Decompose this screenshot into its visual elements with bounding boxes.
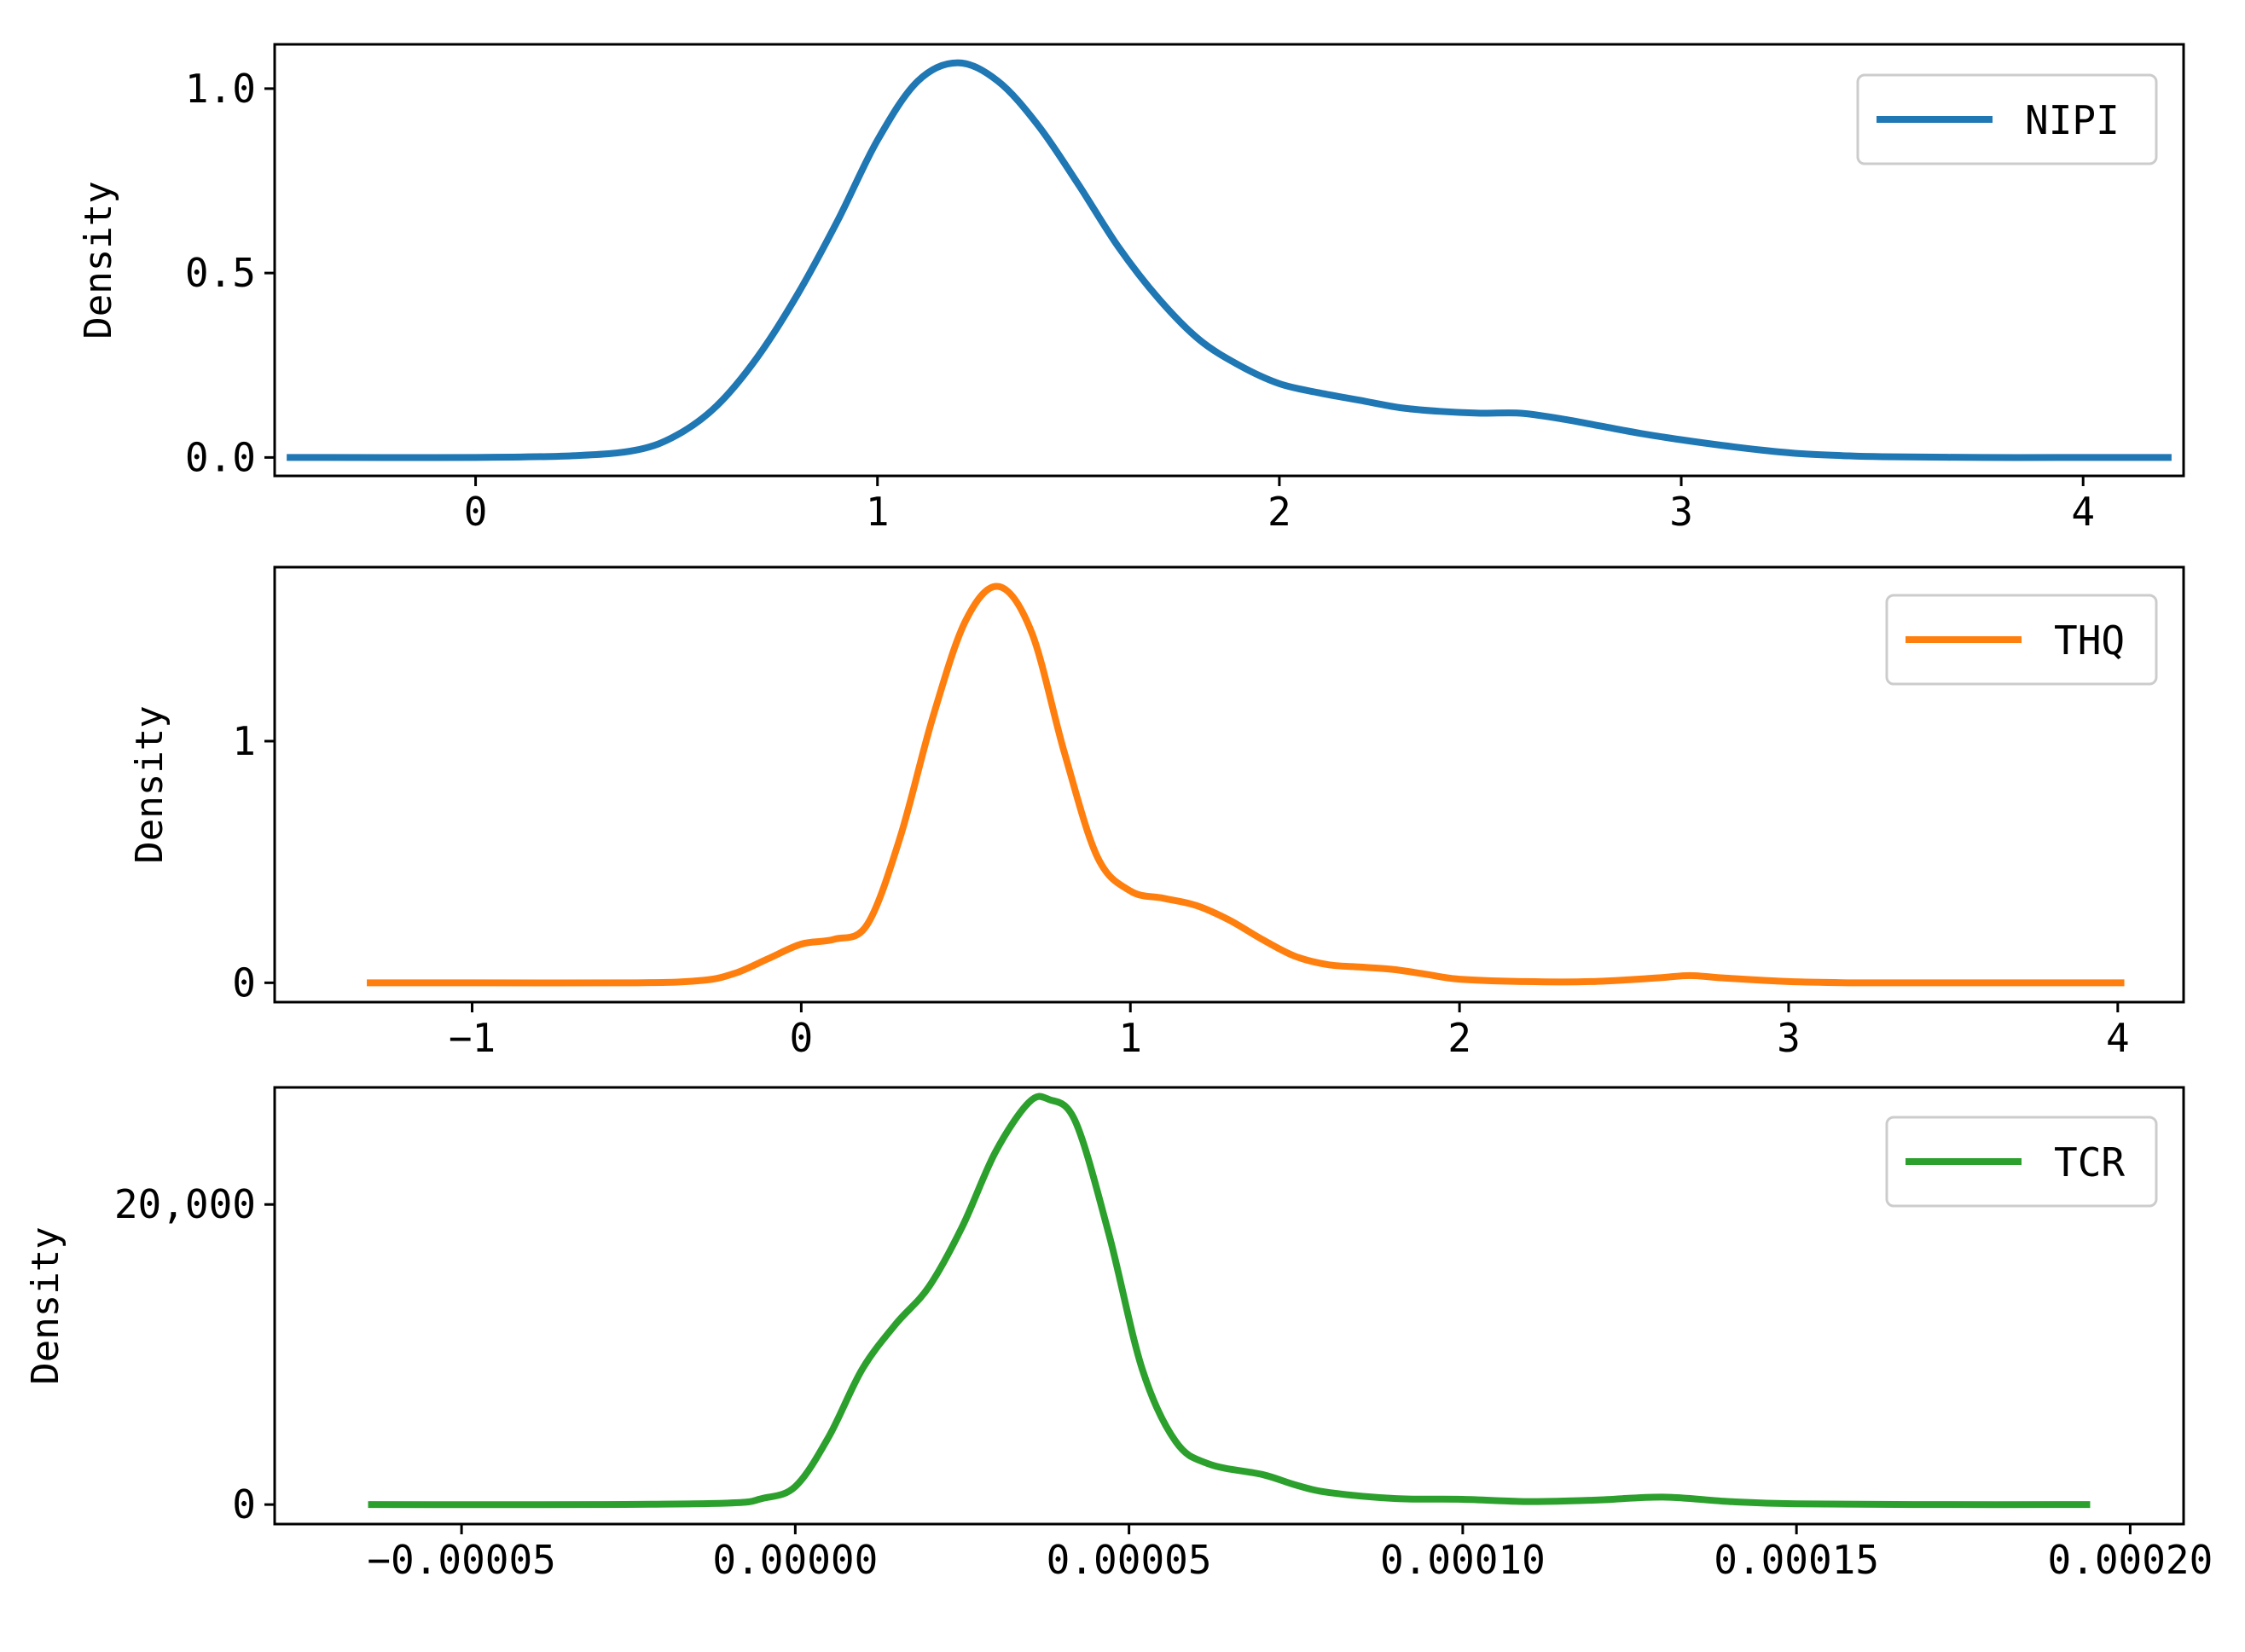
x-tick-label: 2 <box>1268 489 1291 535</box>
x-tick-label: 0.00000 <box>712 1537 878 1583</box>
subplot-2: −1 0 1 2 3 4 0 1 Density THQ <box>128 565 2185 1061</box>
legend: TCR <box>1885 1116 2158 1208</box>
x-tick-label: 4 <box>2106 1015 2130 1061</box>
x-tick-label: −0.00005 <box>367 1537 556 1583</box>
subplot-1: 0 1 2 3 4 0.0 0.5 1.0 Density NIPI <box>77 43 2185 535</box>
y-tick-label: 0.0 <box>185 434 256 480</box>
axes-frame <box>273 1086 2185 1526</box>
x-tick-label: 1 <box>1118 1015 1142 1061</box>
y-tick-label: 0.5 <box>185 250 256 296</box>
y-tick-label: 1 <box>232 718 256 764</box>
x-tick-label: 0 <box>464 489 488 535</box>
legend-label-nipi: NIPI <box>2025 97 2120 143</box>
y-tick-label: 0 <box>232 959 256 1006</box>
y-tick-label: 0 <box>232 1481 256 1527</box>
x-tick-label: −1 <box>449 1015 496 1061</box>
x-tick-label: 0.00010 <box>1380 1537 1546 1583</box>
legend: THQ <box>1885 594 2158 686</box>
x-tick-label: 0.00015 <box>1714 1537 1879 1583</box>
x-tick-label: 0.00005 <box>1047 1537 1212 1583</box>
axes-frame <box>273 43 2185 478</box>
axes-frame <box>273 565 2185 1004</box>
y-tick-label: 20,000 <box>114 1181 256 1227</box>
series-line-nipi <box>287 59 2172 461</box>
y-axis-label: Density <box>128 705 171 863</box>
x-tick-label: 3 <box>1669 489 1693 535</box>
x-tick-label: 0.00020 <box>2047 1537 2213 1583</box>
x-tick-label: 1 <box>866 489 890 535</box>
x-tick-label: 0 <box>790 1015 814 1061</box>
series-line-tcr <box>368 1093 2091 1509</box>
x-tick-label: 3 <box>1777 1015 1801 1061</box>
x-tick-label: 2 <box>1447 1015 1471 1061</box>
legend: NIPI <box>1856 73 2158 165</box>
y-axis-label: Density <box>77 181 120 339</box>
x-tick-label: 4 <box>2071 489 2095 535</box>
legend-label-thq: THQ <box>2054 617 2125 664</box>
subplot-3: −0.00005 0.00000 0.00005 0.00010 0.00015 0.00… <box>24 1086 2213 1583</box>
series-line-thq <box>367 583 2125 987</box>
legend-label-tcr: TCR <box>2054 1139 2125 1185</box>
y-tick-label: 1.0 <box>185 66 256 112</box>
y-axis-label: Density <box>24 1226 67 1384</box>
legend-box <box>1856 73 2158 165</box>
